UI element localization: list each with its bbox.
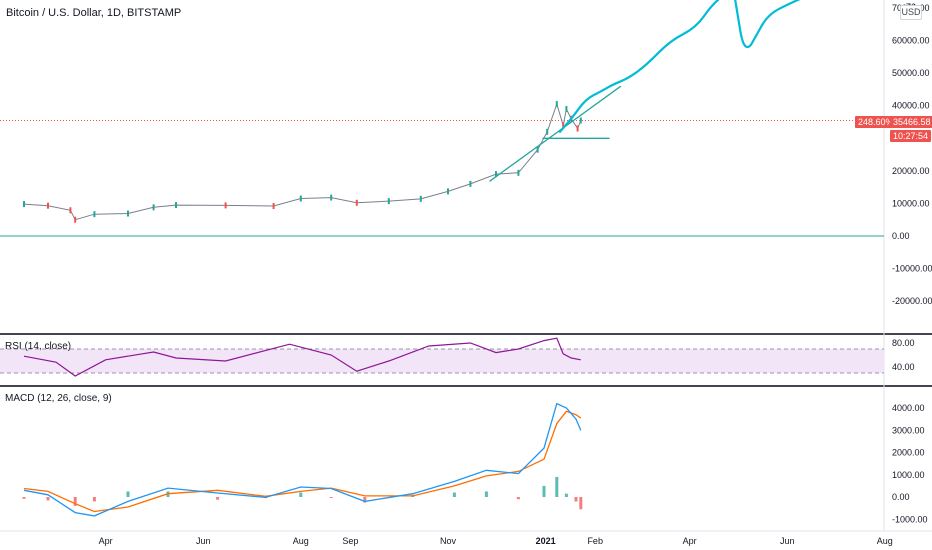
- price-candle: [127, 210, 129, 217]
- price-candle: [330, 194, 333, 201]
- price-series: [23, 102, 582, 221]
- rsi-line: [23, 337, 581, 377]
- price-scales: 70000.0060000.0050000.0040000.0030000.00…: [892, 2, 932, 524]
- price-candle: [579, 117, 582, 124]
- price-candle: [23, 201, 25, 208]
- price-scale-label: -10000.00: [892, 264, 932, 274]
- macd-histogram-bar: [555, 476, 559, 497]
- price-candle: [299, 195, 302, 202]
- macd-histogram-bar: [574, 497, 578, 502]
- projection-dip: [734, 0, 801, 49]
- macd-scale-label: 4000.00: [892, 403, 925, 413]
- time-axis-label: Aug: [877, 536, 893, 546]
- price-scale-label: 60000.00: [892, 36, 930, 46]
- macd-histogram-bar: [216, 497, 220, 500]
- macd-histogram-bar: [579, 497, 583, 510]
- time-axis-label: Nov: [440, 536, 457, 546]
- macd-histogram-bar: [299, 492, 303, 497]
- macd-histogram-bar: [516, 497, 520, 500]
- price-candle: [224, 202, 227, 209]
- macd-scale-label: 0.00: [892, 492, 910, 502]
- rsi-pane: [0, 337, 884, 377]
- price-scale-label: 50000.00: [892, 68, 930, 78]
- price-candle: [152, 204, 155, 211]
- price-candle: [495, 171, 497, 178]
- price-candle: [47, 202, 49, 209]
- macd-histogram-bar: [542, 485, 546, 497]
- time-axis-label: Jun: [196, 536, 211, 546]
- percent-change-badge: 248.60%: [855, 116, 897, 128]
- macd-histogram-bar: [92, 497, 96, 502]
- chart-panes: [0, 0, 932, 532]
- macd-histogram-bar: [126, 491, 130, 497]
- price-candle: [562, 122, 565, 129]
- price-candle: [576, 125, 579, 132]
- macd-scale-label: 1000.00: [892, 470, 925, 480]
- macd-scale-label: 3000.00: [892, 425, 925, 435]
- price-candle: [69, 207, 72, 214]
- price-candle: [387, 198, 390, 205]
- time-axis-label: Jun: [780, 536, 795, 546]
- symbol-title: Bitcoin / U.S. Dollar, 1D, BITSTAMP: [6, 7, 182, 19]
- macd-signal-line: [23, 410, 582, 513]
- drawn-trendline: [489, 85, 622, 182]
- price-candle: [175, 202, 177, 209]
- currency-badge[interactable]: USD: [900, 5, 922, 20]
- price-scale-label: 20000.00: [892, 166, 930, 176]
- macd-histogram-bar: [564, 493, 568, 497]
- time-axis-label: Apr: [99, 536, 113, 546]
- macd-pane: [22, 402, 583, 517]
- last-price-badge: 35466.58: [890, 116, 932, 128]
- price-candle: [517, 169, 520, 176]
- price-candle: [93, 211, 96, 218]
- macd-histogram-bar: [22, 497, 26, 499]
- rsi-scale-label: 80.00: [892, 338, 915, 348]
- price-scale-label: 10000.00: [892, 198, 930, 208]
- price-candle: [546, 128, 549, 135]
- time-axis-label: 2021: [536, 536, 556, 546]
- price-candle: [419, 195, 422, 202]
- time-axis-label: Aug: [293, 536, 309, 546]
- price-candle: [355, 199, 358, 206]
- price-scale-label: 0.00: [892, 231, 910, 241]
- macd-scale-label: 2000.00: [892, 448, 925, 458]
- price-scale-label: 40000.00: [892, 101, 930, 111]
- macd-scale-label: -1000.00: [892, 514, 928, 524]
- macd-line: [23, 402, 582, 517]
- rsi-title: RSI (14, close): [5, 341, 72, 352]
- projection-path: [558, 0, 720, 133]
- time-axis: Apr Jun Aug Sep Nov 2021 Feb Apr Jun Aug: [99, 536, 893, 546]
- price-candle: [469, 180, 472, 187]
- price-pane: [0, 0, 884, 237]
- time-axis-label: Feb: [587, 536, 603, 546]
- price-scale-label: -20000.00: [892, 296, 932, 306]
- rsi-scale-label: 40.00: [892, 362, 915, 372]
- macd-histogram-bar: [73, 497, 77, 506]
- price-candle: [74, 216, 77, 223]
- time-axis-label: Apr: [683, 536, 697, 546]
- price-candle: [565, 105, 568, 112]
- rsi-band-fill: [0, 349, 884, 373]
- time-axis-label: Sep: [342, 536, 358, 546]
- macd-histogram-bar: [46, 497, 50, 501]
- macd-histogram-bar: [329, 497, 333, 498]
- price-candle: [555, 101, 558, 108]
- macd-histogram-bar: [452, 492, 456, 497]
- countdown-badge: 10:27:54: [890, 130, 932, 142]
- macd-histogram-bar: [484, 491, 488, 497]
- macd-histogram-bar: [363, 497, 367, 503]
- price-candle: [272, 203, 275, 210]
- macd-title: MACD (12, 26, close, 9): [5, 393, 112, 404]
- price-candle: [447, 188, 449, 195]
- price-candle: [536, 146, 539, 153]
